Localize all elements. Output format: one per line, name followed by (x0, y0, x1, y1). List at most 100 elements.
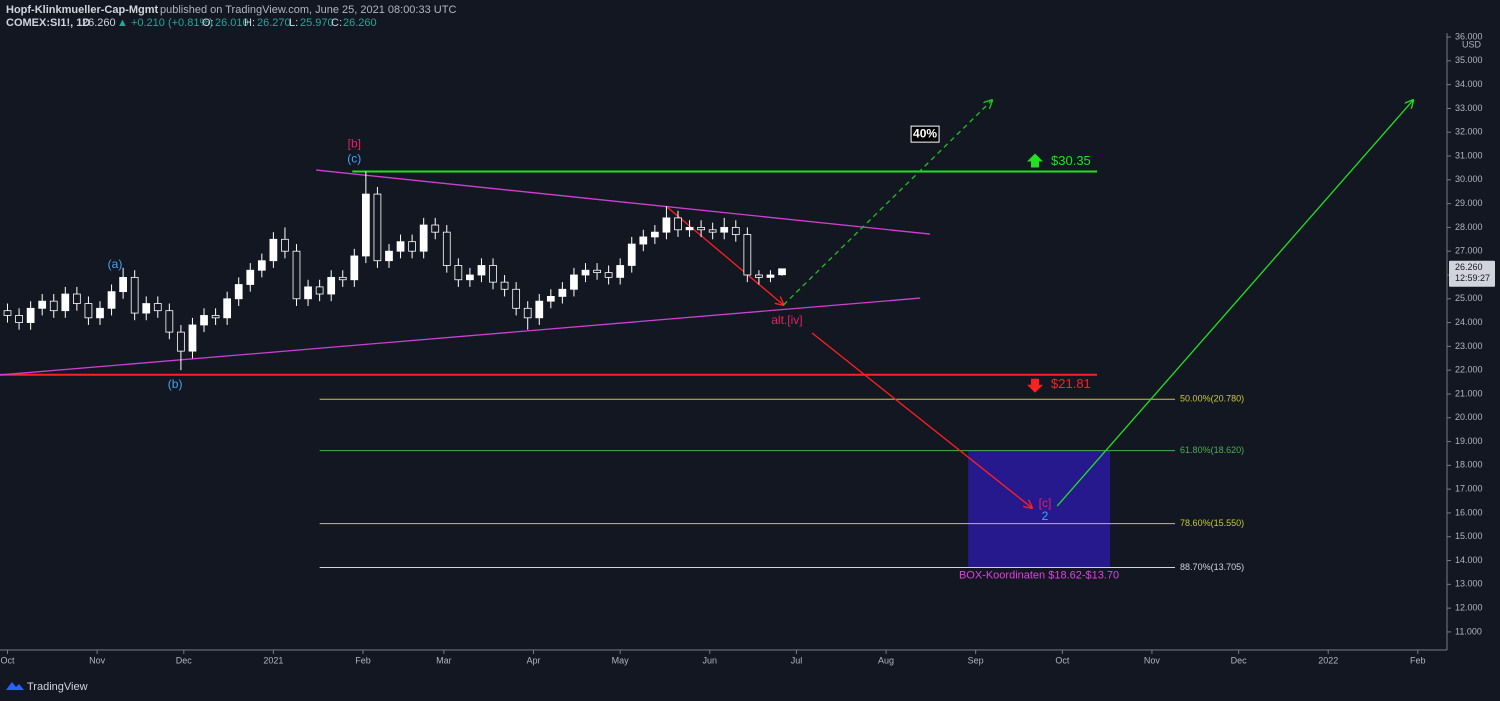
candle-body (15, 315, 23, 323)
y-tick-label: 24.000 (1455, 317, 1483, 327)
x-tick-label: 2022 (1318, 655, 1338, 665)
annotation: [b] (348, 136, 361, 150)
logo (6, 682, 24, 690)
candle-body (535, 300, 544, 319)
box-label: BOX-Koordinaten $18.62-$13.70 (959, 569, 1119, 581)
annotation: 2 (1042, 509, 1049, 523)
h: 26.270 (257, 17, 291, 29)
candle-body (223, 298, 232, 319)
annotation: (b) (168, 377, 183, 391)
published: published on TradingView.com, June 25, 2… (160, 4, 456, 16)
candle-body (362, 193, 370, 257)
candle-body (96, 307, 104, 319)
fib-label: 50.00%(20.780) (1180, 394, 1244, 404)
candle-body (466, 274, 474, 281)
candle-body (338, 276, 347, 281)
candle-body (500, 281, 509, 290)
candle-body (743, 234, 752, 276)
x-tick-label: Aug (878, 655, 894, 665)
level-arrow (1027, 153, 1044, 168)
candle-body (49, 300, 58, 312)
candle-body (639, 236, 648, 245)
y-tick-label: 19.000 (1455, 436, 1483, 446)
trend-line (811, 332, 1032, 508)
candle-body (419, 224, 428, 252)
x-tick-label: Dec (1231, 655, 1248, 665)
o: 26.010 (215, 17, 249, 29)
candle-body (546, 296, 555, 302)
y-tick-label: 11.000 (1455, 626, 1482, 636)
fib-label: 78.60%(15.550) (1180, 518, 1244, 528)
candle-body (130, 276, 139, 314)
annotation: (c) (347, 151, 361, 165)
candle-body (188, 324, 197, 352)
x-tick-label: Apr (526, 655, 540, 665)
candle-body (26, 307, 35, 323)
trend-line (0, 297, 921, 376)
candle-body (570, 274, 578, 290)
fib-label: 88.70%(13.705) (1180, 562, 1244, 572)
candle-body (3, 310, 12, 316)
annotation-box (910, 125, 940, 143)
change: ▲ +0.210 (+0.81%) (117, 17, 213, 29)
candle-body (304, 286, 312, 300)
candle-body (315, 286, 324, 295)
currency: USD (1462, 39, 1482, 49)
x-tick-label: Jul (791, 655, 803, 665)
brand: TradingView (27, 681, 88, 693)
candle-body (685, 227, 694, 231)
y-tick-label: 16.000 (1455, 507, 1483, 517)
x-tick-label: Sep (968, 655, 984, 665)
candle-body (662, 217, 671, 233)
y-tick-label: 30.000 (1455, 174, 1483, 184)
annotation: (a) (108, 257, 123, 271)
x-tick-label: Jun (703, 655, 718, 665)
candle-body (708, 229, 717, 233)
candle-body (119, 276, 127, 293)
candle-body (477, 265, 486, 276)
candle-body (778, 268, 786, 276)
x-tick-label: Mar (436, 655, 452, 665)
candle-body (373, 193, 382, 262)
candle-body (697, 227, 705, 231)
trend-line (666, 206, 783, 305)
candle-body (200, 315, 208, 326)
last-price: 26.260 (1455, 262, 1483, 272)
y-tick-label: 21.000 (1455, 388, 1483, 398)
candle-body (755, 274, 763, 278)
y-tick-label: 15.000 (1455, 531, 1483, 541)
y-tick-label: 33.000 (1455, 103, 1483, 113)
candle-body (408, 241, 416, 252)
y-tick-label: 36.000 (1455, 31, 1483, 41)
candle-body (142, 303, 151, 314)
x-tick-label: 2021 (263, 655, 283, 665)
candle-body (84, 303, 93, 319)
candle-body (650, 231, 659, 238)
candle-body (165, 310, 174, 333)
c: 26.260 (343, 17, 377, 29)
candle-body (234, 284, 243, 300)
l: 25.970 (300, 17, 334, 29)
target-box (968, 450, 1111, 568)
candle-body (153, 303, 162, 312)
candle-body (581, 269, 590, 276)
trend-line (1056, 100, 1413, 507)
y-tick-label: 22.000 (1455, 365, 1483, 375)
y-tick-label: 29.000 (1455, 198, 1483, 208)
l-label: L: (289, 17, 298, 29)
x-tick-label: Oct (1055, 655, 1070, 665)
candle-body (350, 255, 359, 281)
y-tick-label: 14.000 (1455, 555, 1483, 565)
candle-body (246, 269, 255, 285)
countdown: 12:59:27 (1455, 273, 1490, 283)
candle-body (454, 265, 463, 281)
x-tick-label: May (612, 655, 630, 665)
y-tick-label: 12.000 (1455, 602, 1483, 612)
y-tick-label: 17.000 (1455, 484, 1483, 494)
candle-body (431, 224, 440, 233)
x-tick-label: Nov (1144, 655, 1161, 665)
candle-body (512, 288, 521, 309)
annotation: 40% (913, 126, 937, 140)
x-tick-label: Feb (355, 655, 371, 665)
